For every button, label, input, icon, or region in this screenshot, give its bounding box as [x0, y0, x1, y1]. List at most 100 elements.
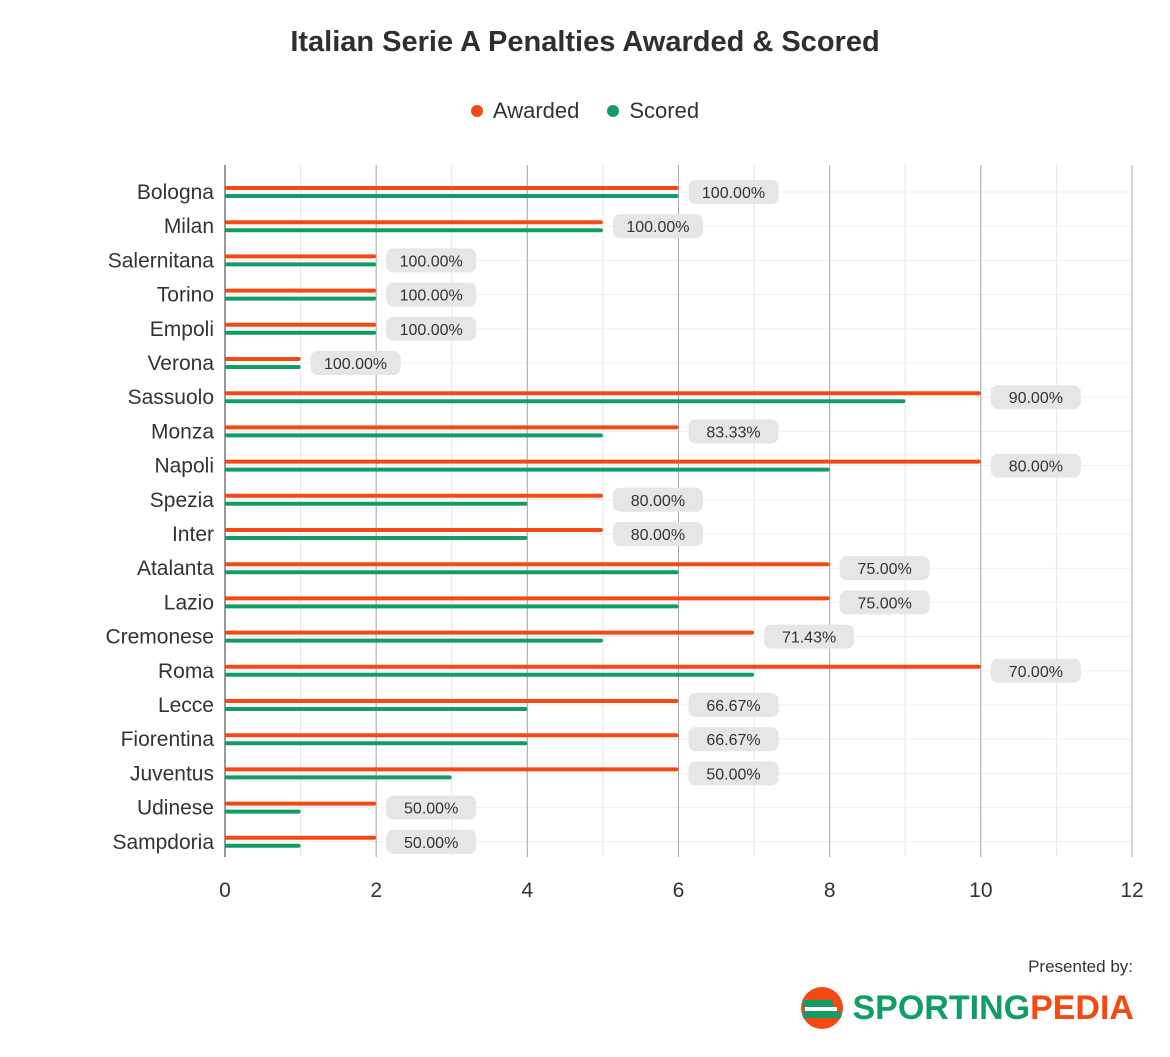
- y-category-label: Bologna: [137, 181, 214, 204]
- data-label-background: [688, 419, 779, 444]
- y-category-label: Salernitana: [108, 249, 215, 272]
- bar-scored: [225, 330, 377, 335]
- chart-legend: Awarded Scored: [0, 98, 1170, 124]
- bar-scored: [225, 365, 301, 369]
- bar-awarded: [225, 664, 981, 669]
- bar-awarded: [225, 562, 830, 567]
- data-label-background: [990, 658, 1081, 683]
- bar-scored: [225, 843, 301, 848]
- y-category-label: Sampdoria: [112, 831, 214, 854]
- y-category-label: Juventus: [130, 762, 214, 785]
- y-category-label: Empoli: [150, 318, 214, 341]
- data-label: 80.00%: [631, 527, 685, 544]
- x-tick-label: 6: [673, 879, 685, 902]
- y-category-label: Atalanta: [137, 557, 214, 580]
- data-label-background: [612, 487, 703, 512]
- bar-awarded: [225, 425, 679, 430]
- bar-awarded: [225, 357, 301, 361]
- y-category-label: Udinese: [137, 797, 214, 820]
- bar-scored: [225, 604, 679, 609]
- bar-scored: [225, 501, 528, 506]
- y-category-label: Lazio: [164, 591, 214, 614]
- y-category-label: Roma: [158, 660, 214, 683]
- bar-awarded: [225, 733, 679, 738]
- data-label: 66.67%: [706, 698, 760, 715]
- data-label: 50.00%: [404, 801, 458, 818]
- data-label-background: [764, 624, 855, 649]
- legend-item-scored[interactable]: Scored: [607, 98, 699, 124]
- bar-awarded: [225, 493, 603, 498]
- bar-scored: [225, 707, 528, 711]
- bar-scored: [225, 672, 755, 677]
- data-label: 100.00%: [400, 288, 463, 305]
- data-label: 50.00%: [706, 766, 760, 783]
- chart-title: Italian Serie A Penalties Awarded & Scor…: [290, 26, 880, 58]
- logo-text-sporting: SPORTING: [852, 989, 1031, 1027]
- legend-label: Awarded: [492, 98, 580, 123]
- legend-marker-icon: [607, 105, 620, 117]
- y-category-label: Cremonese: [105, 626, 214, 649]
- bar-awarded: [225, 254, 377, 259]
- bar-scored: [225, 570, 679, 575]
- data-label: 80.00%: [631, 493, 685, 510]
- data-label-background: [386, 248, 477, 273]
- bar-scored: [225, 399, 906, 404]
- data-label: 75.00%: [858, 595, 912, 612]
- x-tick-label: 12: [1120, 879, 1143, 902]
- bar-scored: [225, 433, 603, 438]
- data-label: 70.00%: [1009, 664, 1063, 681]
- data-label: 75.00%: [858, 561, 912, 578]
- data-label: 100.00%: [400, 322, 463, 339]
- bar-scored: [225, 467, 830, 472]
- bar-awarded: [225, 630, 755, 635]
- data-label: 90.00%: [1009, 390, 1063, 407]
- y-category-label: Lecce: [158, 694, 214, 717]
- x-tick-label: 10: [969, 879, 992, 902]
- data-label-background: [990, 385, 1081, 410]
- data-label-background: [386, 829, 477, 854]
- x-tick-label: 4: [521, 879, 533, 902]
- bar-awarded: [225, 528, 603, 532]
- bar-scored: [225, 775, 452, 780]
- y-category-label: Inter: [172, 523, 214, 546]
- bar-awarded: [225, 835, 377, 840]
- data-label: 100.00%: [626, 219, 689, 236]
- data-label-background: [310, 351, 401, 375]
- bar-scored: [225, 536, 528, 540]
- data-label-background: [612, 522, 703, 546]
- x-tick-label: 0: [219, 879, 231, 902]
- bar-awarded: [225, 220, 603, 225]
- data-label-background: [839, 590, 930, 615]
- data-label-background: [612, 214, 703, 239]
- bar-awarded: [225, 767, 679, 772]
- bar-awarded: [225, 186, 679, 190]
- bar-awarded: [225, 288, 377, 293]
- data-label-background: [386, 282, 477, 307]
- logo-text: SPORTINGPEDIA: [853, 991, 1135, 1025]
- y-category-label: Sassuolo: [128, 386, 214, 409]
- y-category-label: Fiorentina: [121, 728, 215, 751]
- data-label: 83.33%: [706, 424, 760, 441]
- data-label-background: [386, 316, 477, 341]
- bar-scored: [225, 228, 603, 233]
- bar-scored: [225, 809, 301, 814]
- y-category-label: Napoli: [154, 455, 214, 478]
- sportingpedia-logo[interactable]: SPORTINGPEDIA: [797, 985, 1135, 1031]
- footer: Presented by: SPORTINGPEDIA: [797, 957, 1135, 1031]
- bar-awarded: [225, 699, 679, 703]
- bar-awarded: [225, 391, 981, 396]
- data-label: 100.00%: [324, 356, 387, 373]
- bar-chart: 0 2 4 6 8 10 12 Bologna 100.00% Milan 100.00% Saler…: [105, 165, 1144, 902]
- logo-text-pedia: PEDIA: [1030, 989, 1134, 1027]
- data-label: 100.00%: [702, 185, 765, 202]
- bar-scored: [225, 741, 528, 746]
- bar-awarded: [225, 322, 377, 327]
- data-label-background: [688, 180, 779, 204]
- y-category-label: Spezia: [150, 489, 215, 512]
- y-category-label: Verona: [147, 352, 214, 375]
- legend-item-awarded[interactable]: Awarded: [470, 98, 580, 124]
- data-label-background: [688, 727, 779, 752]
- data-label-background: [688, 693, 779, 717]
- data-label-background: [688, 761, 779, 786]
- y-category-label: Torino: [157, 284, 214, 307]
